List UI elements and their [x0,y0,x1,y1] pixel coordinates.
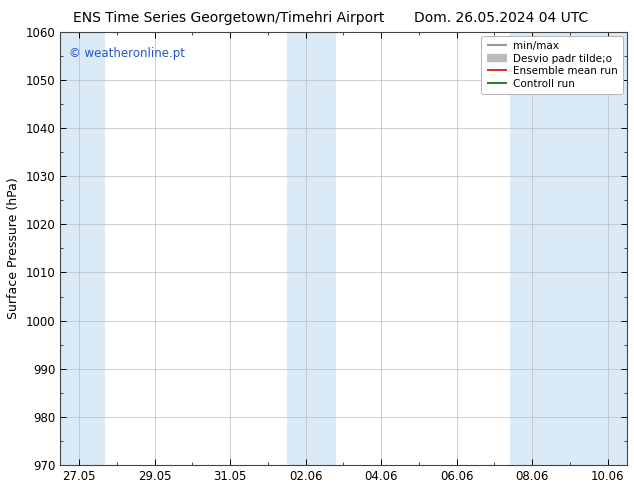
Text: © weatheronline.pt: © weatheronline.pt [68,47,184,60]
Legend: min/max, Desvio padr tilde;o, Ensemble mean run, Controll run: min/max, Desvio padr tilde;o, Ensemble m… [481,36,623,94]
Bar [287,31,336,465]
Text: ENS Time Series Georgetown/Timehri Airport: ENS Time Series Georgetown/Timehri Airpo… [72,11,384,25]
Bar [60,31,105,465]
Bar [510,31,626,465]
Y-axis label: Surface Pressure (hPa): Surface Pressure (hPa) [7,177,20,319]
Text: Dom. 26.05.2024 04 UTC: Dom. 26.05.2024 04 UTC [414,11,588,25]
